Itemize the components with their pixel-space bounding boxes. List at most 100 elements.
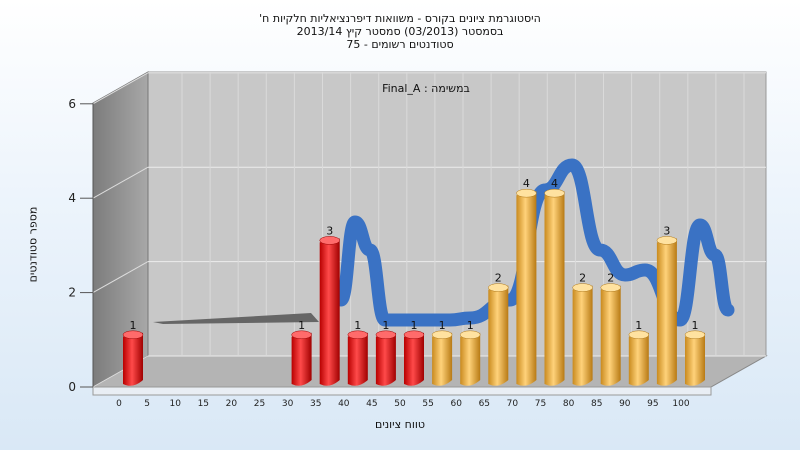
grid-lines	[92, 72, 766, 388]
x-tick-label: 25	[254, 399, 265, 409]
data-label: 4	[551, 177, 558, 190]
chart-subtitle-semester: בסמסטר (03/2013) סמסטר קיץ 2013/14	[296, 25, 504, 38]
bar-body	[123, 332, 143, 386]
x-tick-label: 15	[198, 399, 209, 409]
bar-body	[347, 332, 368, 386]
bar-top	[572, 283, 593, 292]
task-annotation: במשימה : Final_A	[382, 82, 470, 95]
x-tick-label: 35	[310, 399, 321, 409]
bar-top	[544, 188, 565, 198]
bar-30	[291, 330, 312, 386]
x-tick-label: 60	[450, 399, 462, 409]
bar-body	[544, 191, 565, 386]
bar-90	[628, 330, 650, 386]
x-tick-label: 65	[479, 399, 490, 409]
bar-85	[600, 283, 621, 386]
data-label: 1	[298, 319, 305, 332]
data-label: 1	[439, 319, 446, 332]
x-tick-label: 45	[366, 399, 377, 409]
data-label: 1	[692, 319, 699, 332]
bar-top	[488, 283, 509, 292]
gridline-side	[92, 261, 149, 294]
x-tick-label: 100	[672, 399, 689, 409]
smoothed-trend-curve	[334, 158, 735, 327]
data-label: 2	[495, 272, 502, 285]
data-label: 3	[663, 224, 670, 237]
bar-body	[600, 285, 621, 386]
bar-65	[488, 283, 509, 386]
x-tick-label: 85	[591, 399, 602, 409]
x-tick-label: 90	[619, 399, 631, 409]
x-tick-label: 80	[563, 399, 575, 409]
x-tick-label: 50	[394, 399, 406, 409]
bar-55	[431, 330, 453, 386]
data-label: 2	[607, 272, 614, 285]
x-tick-label: 75	[535, 399, 546, 409]
bar-top	[459, 330, 481, 340]
bar-0	[122, 330, 144, 386]
x-tick-label: 55	[422, 399, 433, 409]
bar-45	[375, 330, 397, 386]
data-label: 1	[382, 319, 389, 332]
chart-title: היסטוגרמת ציונים בקורס - משוואות דיפרנצי…	[259, 12, 541, 25]
y-tick-label: 0	[68, 380, 76, 394]
bar-body	[572, 285, 593, 386]
bar-95	[656, 236, 678, 386]
bar-body	[488, 285, 509, 386]
bar-top	[375, 330, 397, 340]
x-tick-label: 20	[226, 399, 238, 409]
empty-range-band	[153, 313, 319, 324]
bar-50	[403, 330, 425, 386]
bar-60	[459, 330, 481, 386]
x-tick-label: 40	[338, 399, 350, 409]
data-label: 1	[411, 319, 418, 332]
bar-top	[122, 330, 144, 340]
bar-35	[319, 236, 340, 386]
y-tick-label: 6	[68, 97, 76, 111]
y-tick-label: 2	[68, 286, 76, 300]
bar-top	[319, 236, 340, 245]
bar-top	[431, 330, 453, 340]
x-tick-label: 70	[507, 399, 519, 409]
x-axis-label: טווח ציונים	[375, 418, 425, 431]
x-tick-label: 95	[647, 399, 658, 409]
data-label: 1	[130, 319, 137, 332]
bar-body	[404, 332, 424, 386]
floor-edge	[92, 386, 712, 396]
chart-subtitle-registered: סטודנטים רשומים - 75	[346, 38, 454, 51]
y-axis-label: מספר סטודנטים	[26, 206, 40, 283]
data-label: 4	[523, 177, 530, 190]
x-tick-label: 0	[116, 399, 122, 409]
bar-top	[684, 330, 706, 340]
bar-top	[516, 188, 537, 198]
bar-top	[291, 330, 312, 340]
bar-top	[656, 236, 678, 245]
bar-body	[685, 332, 705, 386]
bar-body	[628, 332, 649, 386]
bar-body	[375, 332, 396, 386]
bar-body	[291, 332, 312, 386]
bar-top	[403, 330, 425, 340]
x-tick-label: 10	[169, 399, 181, 409]
bar-body	[432, 332, 453, 386]
y-tick-label: 4	[68, 191, 76, 205]
data-label: 1	[354, 319, 361, 332]
bar-70	[516, 188, 537, 386]
bar-100	[684, 330, 706, 386]
bar-40	[347, 330, 369, 386]
bar-75	[544, 188, 565, 386]
gridline-side	[92, 166, 149, 199]
bar-top	[628, 330, 650, 340]
bar-top	[600, 283, 621, 292]
bar-body	[656, 238, 677, 386]
bar-body	[460, 332, 481, 386]
bar-80	[572, 283, 593, 386]
data-label: 1	[467, 319, 474, 332]
x-tick-label: 5	[144, 399, 150, 409]
bar-top	[347, 330, 369, 340]
bar-body	[516, 191, 537, 386]
x-tick-label: 30	[282, 399, 294, 409]
data-label: 1	[635, 319, 642, 332]
bar-body	[319, 238, 340, 386]
